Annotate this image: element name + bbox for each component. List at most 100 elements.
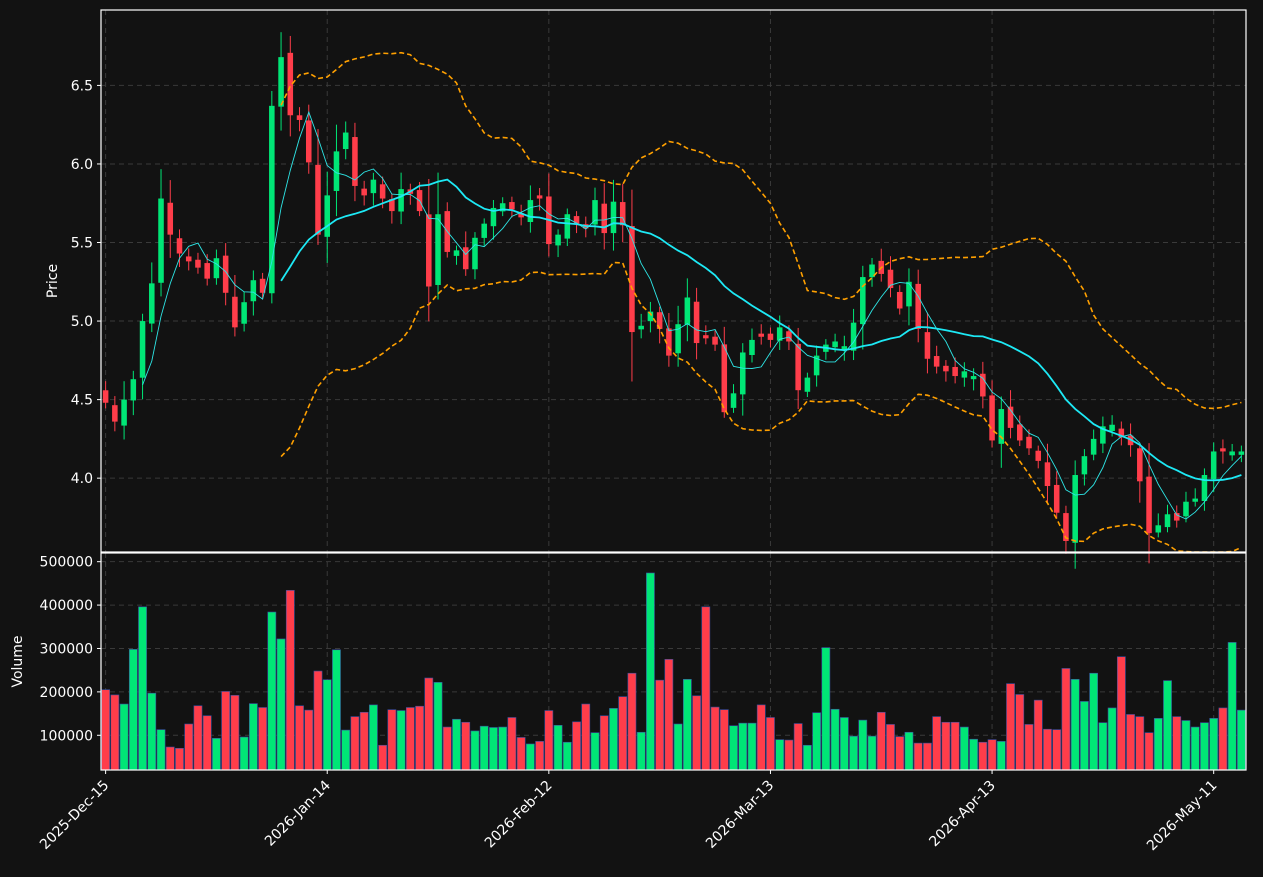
candle-body [149,283,155,324]
volume-bar [1237,709,1246,771]
volume-bar [1116,656,1126,771]
candle-body [1229,451,1235,456]
candle-body [130,379,137,401]
candle-body [1053,484,1060,513]
volume-bar [544,710,554,771]
candle-body [315,164,321,235]
volume-bar [849,735,858,771]
volume-bar [1080,701,1089,771]
volume-bar [950,721,960,771]
volume-bar [322,679,332,771]
volume-bar [387,709,397,771]
volume-bar [655,679,665,771]
xtick-label: 2026-Jan-14 [262,777,334,849]
candle-body [324,195,330,237]
candle-body [462,247,469,270]
price-ytick-label: 6.5 [71,78,93,94]
candle-body [1201,475,1208,501]
candle-body [1155,525,1162,533]
volume-bar [507,717,517,771]
candle-body [804,377,811,392]
volume-bar [775,739,785,771]
candle-body [887,269,894,289]
candle-body [176,238,183,254]
candle-body [749,339,755,355]
volume-bar [1098,722,1108,771]
candle-body [259,278,266,293]
candle-body [896,291,903,309]
candle-body [112,405,118,422]
volume-bar [147,692,157,771]
volume-bar [812,712,821,771]
candle-body [980,373,986,397]
volume-bar [710,706,720,771]
volume-bar [313,670,323,771]
candle-body [269,105,275,294]
volume-bar [442,726,452,771]
volume-bar [110,694,120,771]
price-ytick-label: 4.5 [71,393,93,409]
candle-body [1192,498,1198,502]
volume-bar [1200,722,1209,771]
volume-bar [821,647,831,771]
volume-bar [1006,683,1015,771]
volume-ytick-label: 200000 [40,685,93,701]
candle-body [776,327,783,341]
volume-bar [304,709,314,771]
candle-body [232,296,238,328]
volume-bar [516,737,526,771]
candle-body [666,328,672,356]
candle-body [370,179,377,194]
volume-bar [646,572,655,771]
candle-body [536,195,543,199]
candle-body [1238,451,1245,455]
volume-ytick-label: 100000 [40,728,93,744]
volume-bar [369,704,378,771]
volume-bar [285,590,295,771]
volume-bar [248,703,258,771]
volume-bar [1043,728,1052,771]
candle-body [555,234,561,246]
candle-body [1072,475,1078,543]
candle-body [1183,501,1189,517]
volume-bar [1144,732,1154,771]
candle-body [1007,406,1014,428]
volume-bar [895,736,905,771]
candle-body [906,281,912,307]
price-panel-frame [100,9,1247,553]
xtick-label: 2026-Apr-13 [926,778,999,851]
volume-bar [627,672,637,771]
candle-body [158,198,164,283]
candle-body [1210,451,1217,480]
volume-panel-frame [100,552,1247,771]
volume-bar [461,721,471,771]
candle-body [943,365,949,372]
volume-bar [978,741,988,771]
volume-bar [941,721,951,771]
volume-ytick-label: 300000 [40,641,93,657]
candle-body [601,203,608,234]
volume-bar [221,691,231,771]
volume-bar [1172,716,1182,771]
candle-body [684,297,691,325]
volume-bar [489,727,498,771]
volume-bar [756,704,766,771]
xtick-label: 2025-Dec-15 [37,778,112,853]
candle-body [1173,513,1180,521]
candle-body [933,356,940,367]
bollinger-upper-line [280,51,1242,410]
volume-bar [876,711,886,771]
candle-body [435,214,441,285]
volume-bar [1190,726,1200,771]
candle-body [518,213,524,218]
candle-body [204,263,210,279]
volume-bar [359,711,369,771]
candle-body [952,366,958,377]
candle-body [841,346,848,350]
volume-bar [673,723,683,771]
volume-bar [396,710,406,771]
candle-body [426,214,432,287]
price-ytick-label: 5.5 [71,236,93,252]
volume-bar [719,709,729,771]
